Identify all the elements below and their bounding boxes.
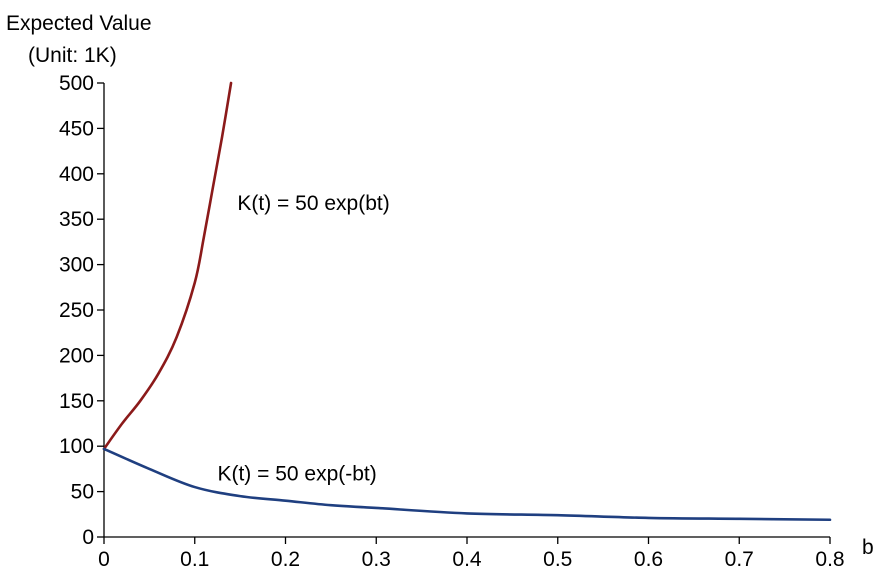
annotation-group: K(t) = 50 exp(bt) K(t) = 50 exp(-bt) bbox=[217, 192, 389, 486]
y-ticks: 0 50 100 150 200 250 300 350 400 450 500 bbox=[59, 72, 104, 549]
y-tick-label: 500 bbox=[59, 72, 94, 95]
y-tick-label: 350 bbox=[59, 208, 94, 231]
x-axis-title: b bbox=[862, 536, 874, 559]
x-tick-label: 0.2 bbox=[271, 548, 300, 571]
y-tick-label: 400 bbox=[59, 163, 94, 186]
y-axis-title-line1: Expected Value bbox=[6, 12, 152, 35]
x-tick-label: 0 bbox=[98, 548, 110, 571]
series-group bbox=[102, 81, 832, 522]
y-tick-label: 450 bbox=[59, 117, 94, 140]
curve-label: K(t) = 50 exp(-bt) bbox=[217, 463, 376, 486]
y-tick-label: 300 bbox=[59, 254, 94, 277]
x-ticks: 0 0.1 0.2 0.3 0.4 0.5 0.6 0.7 0.8 bbox=[98, 537, 845, 571]
x-tick-label: 0.6 bbox=[634, 548, 663, 571]
x-tick-label: 0.5 bbox=[543, 548, 572, 571]
y-tick-label: 250 bbox=[59, 299, 94, 322]
series-line-exp-growth bbox=[102, 81, 233, 451]
y-axis-title-line2: (Unit: 1K) bbox=[28, 44, 117, 67]
y-tick-label: 50 bbox=[71, 481, 94, 504]
y-tick-label: 200 bbox=[59, 344, 94, 367]
x-tick-label: 0.8 bbox=[815, 548, 844, 571]
y-tick-label: 100 bbox=[59, 435, 94, 458]
y-tick-label: 0 bbox=[82, 526, 94, 549]
x-tick-label: 0.4 bbox=[452, 548, 482, 571]
curve-label: K(t) = 50 exp(bt) bbox=[237, 192, 389, 215]
x-tick-label: 0.1 bbox=[180, 548, 209, 571]
y-tick-label: 150 bbox=[59, 390, 94, 413]
series-line-exp-decay bbox=[102, 447, 832, 522]
x-tick-label: 0.3 bbox=[362, 548, 391, 571]
x-tick-label: 0.7 bbox=[725, 548, 754, 571]
